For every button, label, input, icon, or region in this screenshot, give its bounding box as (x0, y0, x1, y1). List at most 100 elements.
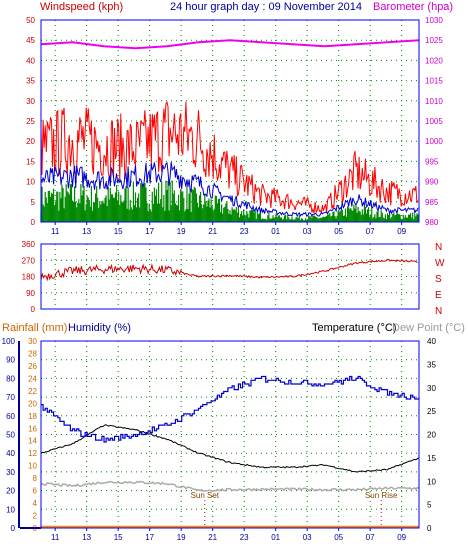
wind-y-tick-label: 20 (26, 137, 35, 146)
humidity-y-tick-label: 0 (11, 524, 16, 533)
temp-x-tick-label: 23 (240, 533, 249, 542)
barometer-y-tick-label: 995 (425, 157, 439, 166)
temperature-y-tick-label: 10 (427, 477, 436, 486)
humidity-y-tick-label: 100 (2, 337, 16, 346)
rainfall-y-tick-label: 10 (28, 462, 37, 471)
wind-x-tick-label: 17 (145, 227, 154, 236)
rainfall-y-tick-label: 4 (33, 499, 38, 508)
temp-x-tick-label: 13 (82, 533, 91, 542)
wind-x-tick-label: 01 (271, 227, 280, 236)
rainfall-y-tick-label: 24 (28, 374, 37, 383)
wind-y-tick-label: 40 (26, 56, 35, 65)
temp-x-tick-label: 07 (366, 533, 375, 542)
humidity-y-tick-label: 50 (6, 431, 15, 440)
humidity-y-tick-label: 70 (6, 393, 15, 402)
compass-label: W (435, 258, 445, 269)
rainfall-y-tick-label: 28 (28, 349, 37, 358)
rainfall-y-tick-label: 20 (28, 399, 37, 408)
dew-point-axis-title: Dew Point (°C) (392, 322, 465, 334)
wind-average-series-line (40, 161, 419, 218)
temperature-y-tick-label: 15 (427, 454, 436, 463)
rainfall-y-tick-label: 8 (33, 474, 38, 483)
direction-y-tick-label: 90 (26, 289, 35, 298)
rainfall-y-tick-label: 18 (28, 412, 37, 421)
rainfall-y-tick-label: 30 (28, 337, 37, 346)
temperature-series-line (40, 424, 420, 473)
temp-x-tick-label: 21 (208, 533, 217, 542)
temperature-axis-title: Temperature (°C) (312, 322, 396, 334)
wind-y-tick-label: 45 (26, 36, 35, 45)
rainfall-y-tick-label: 6 (33, 487, 38, 496)
humidity-y-tick-label: 30 (6, 468, 15, 477)
humidity-series-line (41, 375, 420, 443)
temp-x-tick-label: 05 (334, 533, 343, 542)
temperature-y-tick-label: 25 (427, 407, 436, 416)
windspeed-axis-title: Windspeed (kph) (40, 1, 123, 13)
rainfall-axis-title: Rainfall (mm) (2, 322, 67, 334)
barometer-y-tick-label: 1030 (425, 16, 443, 25)
barometer-y-tick-label: 1025 (425, 36, 443, 45)
wind-x-tick-label: 19 (177, 227, 186, 236)
barometer-y-tick-label: 985 (425, 198, 439, 207)
barometer-axis-title: Barometer (hpa) (373, 1, 453, 13)
wind-x-tick-label: 11 (51, 227, 60, 236)
humidity-y-tick-label: 80 (6, 374, 15, 383)
wind-y-tick-label: 10 (26, 178, 35, 187)
temp-x-tick-label: 01 (271, 533, 280, 542)
wind-x-tick-label: 15 (114, 227, 123, 236)
wind-y-tick-label: 35 (26, 77, 35, 86)
humidity-y-tick-label: 60 (6, 412, 15, 421)
wind-x-tick-label: 03 (303, 227, 312, 236)
temp-x-tick-label: 11 (51, 533, 60, 542)
dew-point-series-line (40, 480, 420, 493)
compass-label: S (435, 274, 442, 285)
barometer-y-tick-label: 990 (425, 178, 439, 187)
humidity-y-tick-label: 90 (6, 356, 15, 365)
barometer-y-tick-label: 980 (425, 218, 439, 227)
wind-x-tick-label: 23 (240, 227, 249, 236)
temperature-y-tick-label: 30 (427, 384, 436, 393)
wind-y-tick-label: 30 (26, 97, 35, 106)
wind-panel-frame (40, 19, 420, 223)
barometer-y-tick-label: 1005 (425, 117, 443, 126)
humidity-y-tick-label: 20 (6, 487, 15, 496)
temperature-y-tick-label: 5 (427, 501, 432, 510)
humidity-y-tick-label: 40 (6, 449, 15, 458)
barometer-series-line (40, 39, 420, 50)
direction-series-line (40, 258, 418, 282)
humidity-axis-title: Humidity (%) (68, 322, 131, 334)
rainfall-y-tick-label: 12 (28, 449, 37, 458)
sun-set-label: Sun Set (191, 491, 220, 500)
temp-x-tick-label: 17 (145, 533, 154, 542)
direction-y-tick-label: 360 (22, 240, 36, 249)
direction-y-tick-label: 270 (22, 256, 36, 265)
wind-y-tick-label: 50 (26, 16, 35, 25)
direction-y-tick-label: 0 (31, 305, 36, 314)
wind-y-tick-label: 25 (26, 117, 35, 126)
wind-x-tick-label: 13 (82, 227, 91, 236)
rainfall-y-tick-label: 2 (33, 512, 38, 521)
barometer-y-tick-label: 1000 (425, 137, 443, 146)
wind-x-tick-label: 05 (334, 227, 343, 236)
temp-x-tick-label: 03 (303, 533, 312, 542)
wind-y-tick-label: 15 (26, 157, 35, 166)
compass-label: E (435, 290, 442, 301)
direction-y-tick-label: 180 (22, 273, 36, 282)
rainfall-y-tick-label: 22 (28, 387, 37, 396)
wind-y-tick-label: 0 (31, 218, 36, 227)
chart-title: 24 hour graph day : 09 November 2014 (170, 1, 362, 13)
barometer-y-tick-label: 1010 (425, 97, 443, 106)
barometer-y-tick-label: 1015 (425, 77, 443, 86)
temp-x-tick-label: 15 (114, 533, 123, 542)
temperature-y-tick-label: 35 (427, 360, 436, 369)
wind-x-tick-label: 21 (208, 227, 217, 236)
wind-x-tick-label: 07 (366, 227, 375, 236)
temperature-y-tick-label: 40 (427, 337, 436, 346)
temperature-y-tick-label: 20 (427, 431, 436, 440)
humidity-y-tick-label: 10 (6, 505, 15, 514)
wind-y-tick-label: 5 (31, 198, 36, 207)
temp-x-tick-label: 09 (397, 533, 406, 542)
wind-x-tick-label: 09 (397, 227, 406, 236)
rainfall-y-tick-label: 16 (28, 424, 37, 433)
